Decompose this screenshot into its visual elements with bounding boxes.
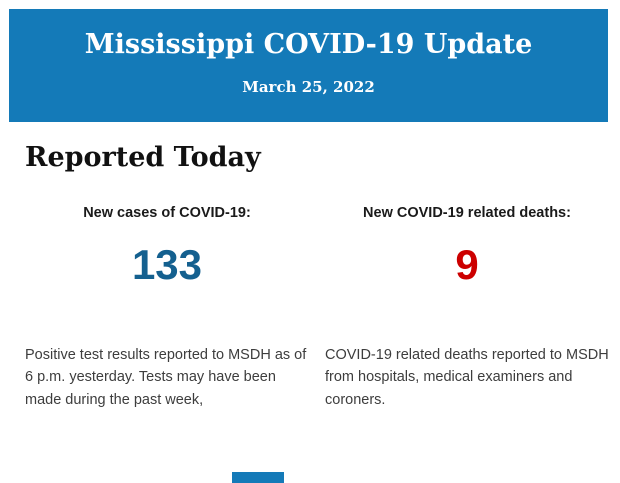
deaths-label: New COVID-19 related deaths: xyxy=(363,205,571,221)
footer-bar-fragment xyxy=(232,472,284,483)
section-heading: Reported Today xyxy=(25,142,261,173)
deaths-value: 9 xyxy=(455,241,479,288)
header-banner: Mississippi COVID-19 Update March 25, 20… xyxy=(9,9,608,122)
cases-label: New cases of COVID-19: xyxy=(83,205,251,221)
newsletter-date: March 25, 2022 xyxy=(242,78,375,97)
cases-description: Positive test results reported to MSDH a… xyxy=(25,347,307,408)
deaths-description: COVID-19 related deaths reported to MSDH… xyxy=(325,347,609,408)
newsletter-title: Mississippi COVID-19 Update xyxy=(84,29,533,60)
cases-value: 133 xyxy=(131,241,203,288)
